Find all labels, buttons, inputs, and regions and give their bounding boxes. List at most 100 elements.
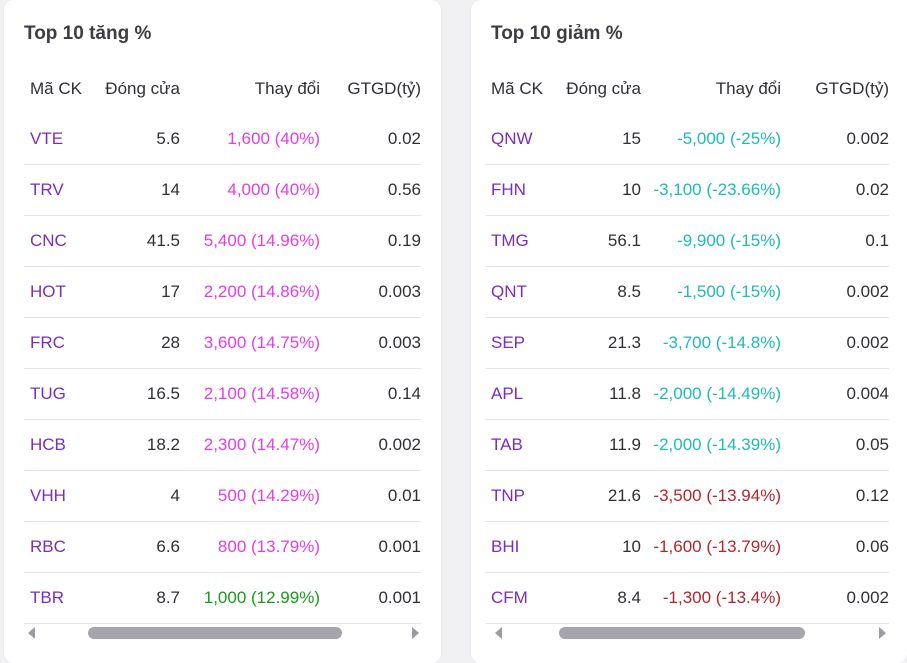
scroll-right-arrow-icon[interactable] [879,627,886,639]
price-change: 1,000 (12.99%) [203,588,320,607]
table-row[interactable]: APL 11.8 -2,000 (-14.49%) 0.004 [485,369,889,420]
symbol-link[interactable]: TMG [491,231,529,250]
symbol-link[interactable]: QNT [491,282,527,301]
close-price: 8.5 [617,282,641,301]
header-value: GTGD(tỷ) [347,79,421,98]
header-close: Đóng cửa [566,79,641,98]
table-row[interactable]: TAB 11.9 -2,000 (-14.39%) 0.05 [485,420,889,471]
losers-rows: QNW 15 -5,000 (-25%) 0.002 FHN 10 -3,100 (-23.… [485,114,889,624]
trade-value: 0.001 [378,588,421,607]
price-change: -1,600 (-13.79%) [653,537,781,556]
table-row[interactable]: QNW 15 -5,000 (-25%) 0.002 [485,114,889,165]
trade-value: 0.02 [387,129,421,148]
trade-value: 0.05 [855,435,889,454]
trade-value: 0.06 [855,537,889,556]
price-change: -3,500 (-13.94%) [653,486,781,505]
trade-value: 0.003 [378,333,421,352]
table-row[interactable]: CFM 8.4 -1,300 (-13.4%) 0.002 [485,573,889,624]
scroll-right-arrow-icon[interactable] [412,627,419,639]
table-row[interactable]: TUG 16.5 2,100 (14.58%) 0.14 [24,369,421,420]
symbol-link[interactable]: TBR [30,588,64,607]
table-row[interactable]: VHH 4 500 (14.29%) 0.01 [24,471,421,522]
symbol-link[interactable]: BHI [491,537,520,556]
horizontal-scrollbar[interactable] [493,625,888,641]
close-price: 4 [170,486,180,505]
close-price: 10 [622,180,641,199]
price-change: -1,500 (-15%) [677,282,781,301]
close-price: 10 [622,537,641,556]
table-row[interactable]: VTE 5.6 1,600 (40%) 0.02 [24,114,421,165]
table-row[interactable]: TBR 8.7 1,000 (12.99%) 0.001 [24,573,421,624]
symbol-link[interactable]: TUG [30,384,66,403]
scrollbar-thumb[interactable] [88,627,342,639]
top-losers-panel: Top 10 giảm % Mã CK Đóng cửa Thay đổi GT… [471,0,907,663]
price-change: 5,400 (14.96%) [203,231,320,250]
price-change: 2,300 (14.47%) [203,435,320,454]
symbol-link[interactable]: VTE [30,129,64,148]
price-change: 2,100 (14.58%) [203,384,320,403]
symbol-link[interactable]: APL [491,384,524,403]
symbol-link[interactable]: HCB [30,435,66,454]
table-row[interactable]: TMG 56.1 -9,900 (-15%) 0.1 [485,216,889,267]
table-row[interactable]: RBC 6.6 800 (13.79%) 0.001 [24,522,421,573]
symbol-link[interactable]: VHH [30,486,66,505]
panel-title: Top 10 giảm % [491,23,623,44]
symbol-link[interactable]: FRC [30,333,65,352]
close-price: 14 [161,180,180,199]
table-row[interactable]: FHN 10 -3,100 (-23.66%) 0.02 [485,165,889,216]
symbol-link[interactable]: TNP [491,486,525,505]
gainers-rows: VTE 5.6 1,600 (40%) 0.02 TRV 14 4,000 (40%) 0.5… [24,114,421,624]
close-price: 56.1 [607,231,641,250]
table-row[interactable]: FRC 28 3,600 (14.75%) 0.003 [24,318,421,369]
close-price: 16.5 [146,384,180,403]
price-change: -9,900 (-15%) [677,231,781,250]
scroll-left-arrow-icon[interactable] [495,627,502,639]
close-price: 5.6 [156,129,180,148]
symbol-link[interactable]: HOT [30,282,66,301]
close-price: 15 [622,129,641,148]
scroll-left-arrow-icon[interactable] [28,627,35,639]
price-change: 800 (13.79%) [217,537,320,556]
symbol-link[interactable]: CFM [491,588,528,607]
top-gainers-panel: Top 10 tăng % Mã CK Đóng cửa Thay đổi GT… [4,0,441,663]
close-price: 8.7 [156,588,180,607]
header-symbol: Mã CK [30,79,82,98]
close-price: 11.9 [609,435,641,454]
close-price: 21.3 [607,333,641,352]
table-row[interactable]: HCB 18.2 2,300 (14.47%) 0.002 [24,420,421,471]
trade-value: 0.002 [846,588,889,607]
symbol-link[interactable]: SEP [491,333,526,352]
symbol-link[interactable]: CNC [30,231,67,250]
table-row[interactable]: SEP 21.3 -3,700 (-14.8%) 0.002 [485,318,889,369]
price-change: -2,000 (-14.39%) [653,435,781,454]
price-change: 4,000 (40%) [227,180,320,199]
close-price: 28 [161,333,180,352]
close-price: 6.6 [156,537,180,556]
symbol-link[interactable]: RBC [30,537,66,556]
table-row[interactable]: QNT 8.5 -1,500 (-15%) 0.002 [485,267,889,318]
symbol-link[interactable]: QNW [491,129,533,148]
table-row[interactable]: TNP 21.6 -3,500 (-13.94%) 0.12 [485,471,889,522]
price-change: -1,300 (-13.4%) [662,588,781,607]
close-price: 11.8 [609,384,641,403]
trade-value: 0.002 [846,282,889,301]
table-row[interactable]: HOT 17 2,200 (14.86%) 0.003 [24,267,421,318]
symbol-link[interactable]: TRV [30,180,64,199]
symbol-link[interactable]: FHN [491,180,526,199]
trade-value: 0.14 [387,384,421,403]
table-row[interactable]: BHI 10 -1,600 (-13.79%) 0.06 [485,522,889,573]
gainers-table: Mã CK Đóng cửa Thay đổi GTGD(tỷ) VTE 5.6 1… [24,64,421,624]
horizontal-scrollbar[interactable] [26,625,421,641]
header-change: Thay đổi [715,79,781,98]
price-change: -3,100 (-23.66%) [653,180,781,199]
trade-value: 0.19 [387,231,421,250]
price-change: -2,000 (-14.49%) [653,384,781,403]
price-change: 1,600 (40%) [227,129,320,148]
trade-value: 0.001 [378,537,421,556]
scrollbar-thumb[interactable] [559,627,805,639]
symbol-link[interactable]: TAB [491,435,523,454]
trade-value: 0.56 [387,180,421,199]
table-row[interactable]: TRV 14 4,000 (40%) 0.56 [24,165,421,216]
trade-value: 0.12 [855,486,889,505]
table-row[interactable]: CNC 41.5 5,400 (14.96%) 0.19 [24,216,421,267]
